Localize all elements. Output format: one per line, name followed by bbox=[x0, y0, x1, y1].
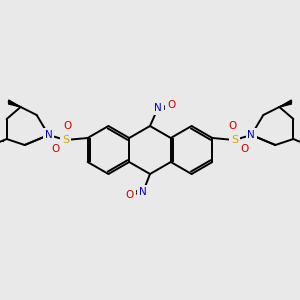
Text: S: S bbox=[231, 135, 238, 145]
Text: O: O bbox=[240, 144, 248, 154]
Text: S: S bbox=[62, 135, 69, 145]
Text: N: N bbox=[154, 103, 162, 113]
Text: N: N bbox=[45, 130, 52, 140]
Text: N: N bbox=[139, 187, 147, 197]
Polygon shape bbox=[279, 100, 291, 107]
Polygon shape bbox=[9, 100, 21, 107]
Text: N: N bbox=[248, 130, 255, 140]
Text: O: O bbox=[228, 121, 236, 131]
Text: O: O bbox=[64, 121, 72, 131]
Text: O: O bbox=[167, 100, 175, 110]
Text: O: O bbox=[126, 190, 134, 200]
Text: O: O bbox=[52, 144, 60, 154]
